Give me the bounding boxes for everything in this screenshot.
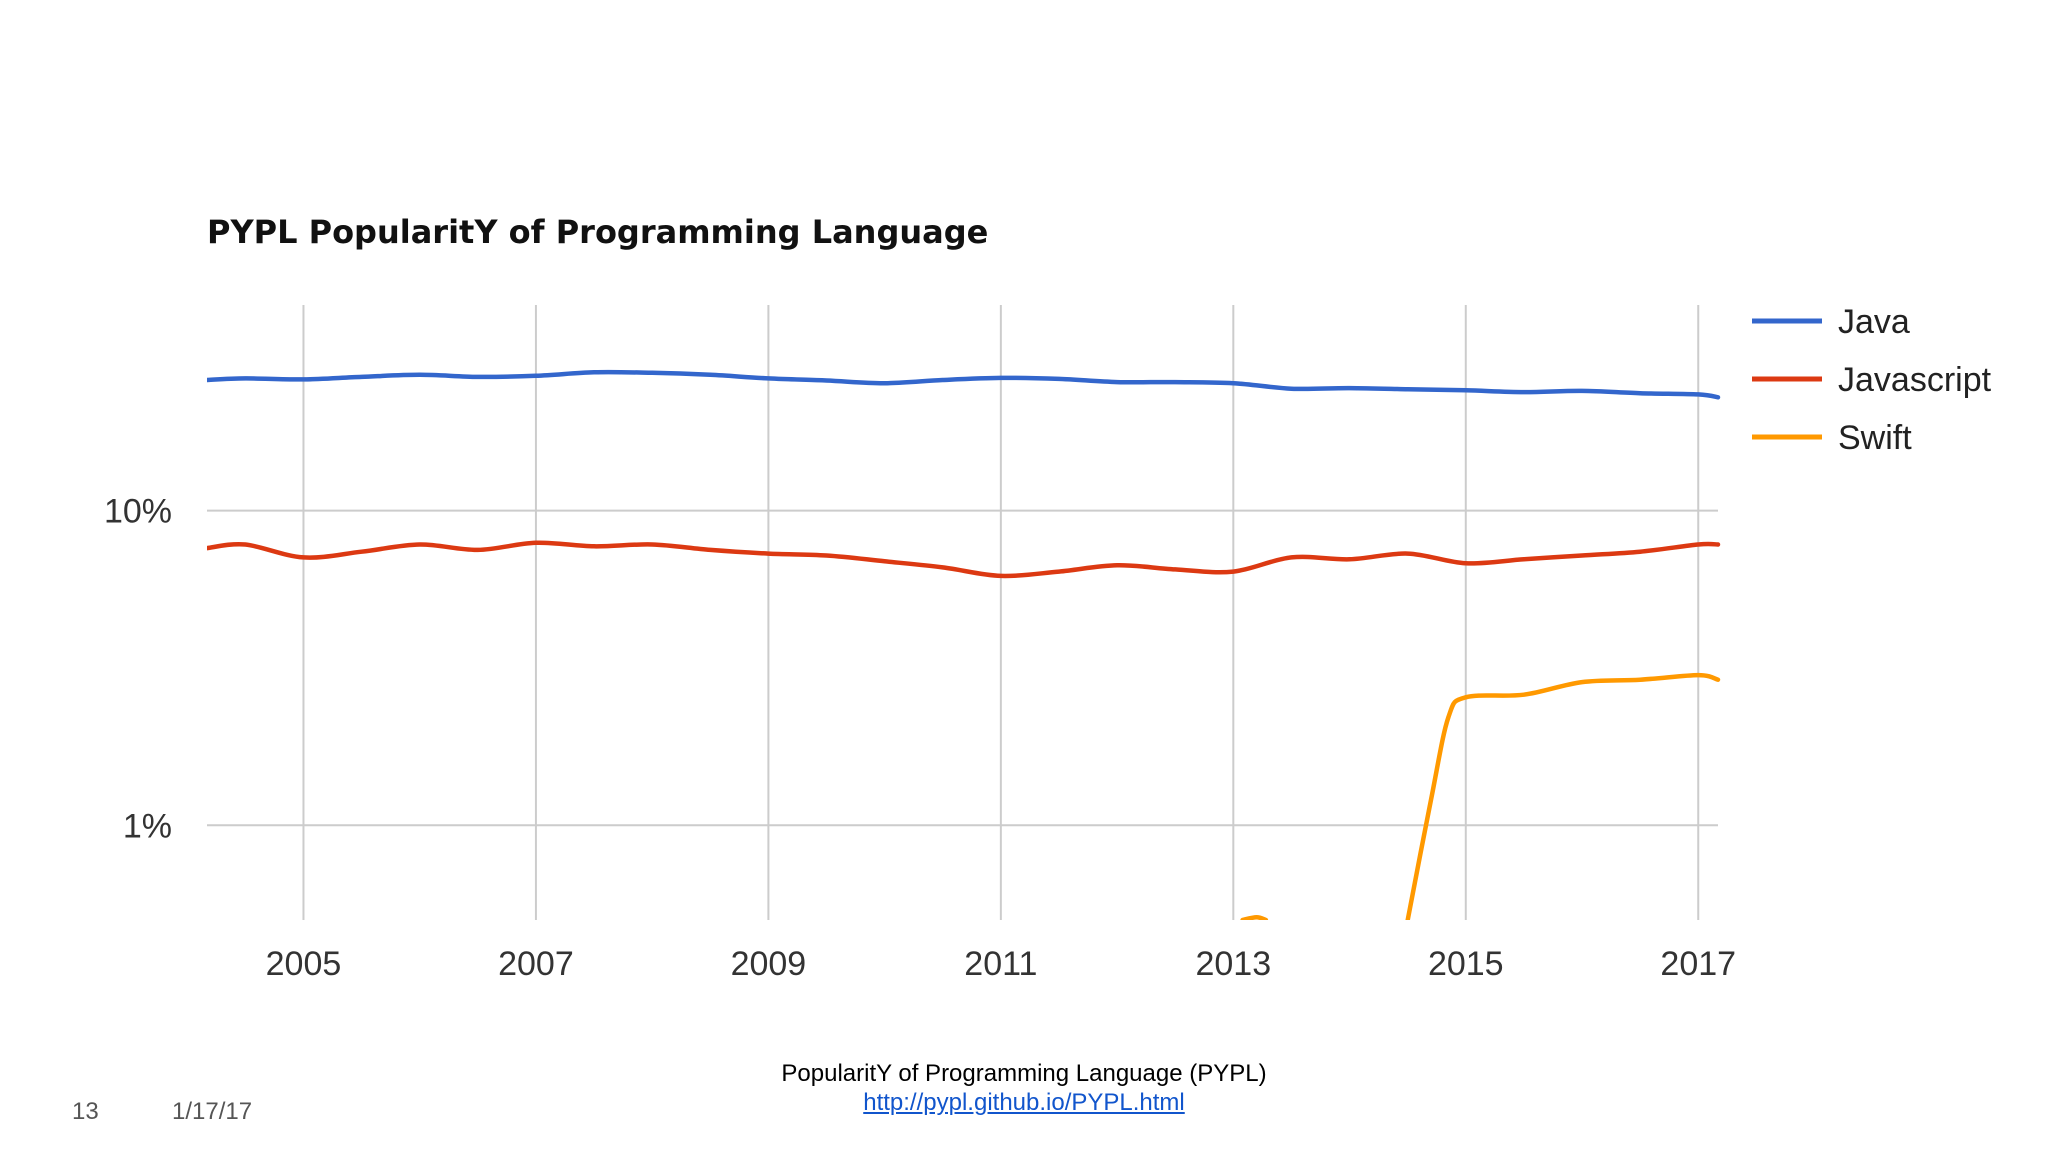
chart-title: PYPL PopularitY of Programming Language xyxy=(207,213,988,251)
slide-date: 1/17/17 xyxy=(172,1098,253,1125)
y-axis-tick-labels: 1% 10% xyxy=(104,493,172,846)
series-lines xyxy=(207,369,1721,920)
footer-caption: PopularitY of Programming Language (PYPL… xyxy=(781,1060,1267,1087)
legend-label-javascript: Javascript xyxy=(1838,361,1992,399)
legend-label-swift: Swift xyxy=(1838,419,1912,457)
footer-source-link-wrapper: http://pypl.github.io/PYPL.html xyxy=(0,1089,2048,1117)
series-line-swift-1 xyxy=(1405,672,1721,920)
series-line-javascript xyxy=(207,540,1721,579)
x-tick-label-2015: 2015 xyxy=(1428,945,1504,983)
x-tick-label-2013: 2013 xyxy=(1195,945,1271,983)
x-tick-label-2017: 2017 xyxy=(1660,945,1736,983)
legend-label-java: Java xyxy=(1838,303,1910,341)
legend: Java Javascript Swift xyxy=(1752,303,1992,457)
x-tick-label-2007: 2007 xyxy=(498,945,574,983)
x-tick-label-2011: 2011 xyxy=(964,945,1037,983)
source-link[interactable]: http://pypl.github.io/PYPL.html xyxy=(863,1089,1185,1116)
x-tick-label-2005: 2005 xyxy=(266,945,342,983)
x-tick-label-2009: 2009 xyxy=(731,945,807,983)
slide-number: 13 xyxy=(72,1098,99,1125)
gridlines xyxy=(207,305,1718,920)
y-tick-label-1%: 1% xyxy=(123,807,172,845)
series-line-java xyxy=(207,369,1721,400)
series-line-swift xyxy=(1240,915,1269,920)
x-axis-tick-labels: 2005 2007 2009 2011 2013 2015 2017 xyxy=(266,945,1736,983)
y-tick-label-10%: 10% xyxy=(104,493,172,531)
